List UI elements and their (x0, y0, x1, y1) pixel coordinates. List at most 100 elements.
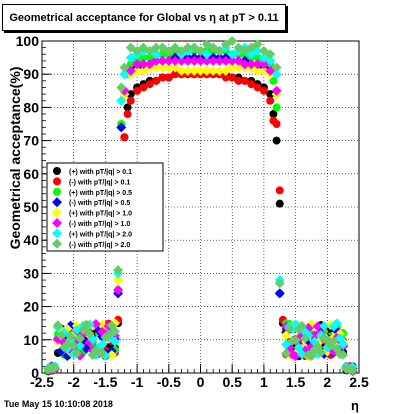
data-point (259, 86, 268, 95)
data-point (272, 103, 281, 112)
data-point (234, 76, 243, 85)
data-point (84, 328, 95, 339)
x-tick-label: 0 (197, 374, 205, 390)
data-point (189, 55, 200, 66)
data-point (152, 76, 161, 85)
data-point (208, 65, 219, 76)
chart-title: Geometrical acceptance for Global vs η a… (9, 11, 279, 24)
data-point (71, 348, 82, 359)
data-point (272, 136, 281, 145)
data-point (290, 335, 301, 346)
y-tick-label: 100 (16, 33, 40, 49)
data-point (145, 80, 154, 89)
data-point (195, 55, 206, 66)
data-point (253, 53, 262, 62)
data-point (119, 62, 130, 73)
legend-label: (-) with pT/|q| > 2.0 (69, 242, 130, 249)
x-tick-label: 2 (323, 374, 331, 390)
y-axis-label: Geometrical acceptance(%) (7, 67, 23, 250)
data-point (163, 62, 174, 73)
data-point (126, 90, 135, 99)
chart-title-box: Geometrical acceptance for Global vs η a… (2, 4, 286, 31)
y-tick-label: 0 (31, 365, 39, 381)
data-point (52, 320, 63, 331)
data-point (78, 324, 89, 335)
y-tick-label: 20 (23, 299, 39, 315)
data-point (265, 49, 276, 60)
data-point (271, 85, 282, 96)
data-point (266, 96, 275, 105)
data-point (269, 110, 278, 119)
legend-label: (+) with pT/|q| > 0.1 (69, 169, 132, 176)
data-point (239, 59, 250, 70)
data-point (157, 62, 168, 73)
data-point (253, 83, 262, 92)
data-point (106, 320, 117, 331)
data-point (296, 320, 307, 331)
data-point (132, 59, 143, 70)
data-point (139, 53, 148, 62)
data-point (338, 339, 349, 350)
data-point (71, 324, 82, 335)
data-point (100, 332, 111, 343)
x-tick-label: -1.5 (93, 374, 117, 390)
data-point (315, 347, 326, 358)
data-point (145, 53, 154, 62)
data-point (214, 45, 225, 56)
data-point (201, 65, 212, 76)
data-point (195, 65, 206, 76)
data-point (275, 186, 284, 195)
legend-marker (52, 228, 62, 239)
data-point (338, 349, 349, 360)
data-point (319, 321, 330, 332)
data-point (126, 60, 135, 69)
data-point (176, 55, 187, 66)
data-point (272, 120, 281, 128)
data-point (275, 199, 284, 208)
data-point (347, 365, 358, 376)
data-point (68, 340, 79, 351)
y-tick-label: 90 (23, 66, 39, 82)
legend-label: (+) with pT/|q| > 0.5 (69, 190, 132, 197)
data-point (125, 65, 136, 76)
data-point (119, 69, 130, 80)
data-point (281, 348, 292, 359)
data-point (195, 45, 206, 56)
data-point (170, 55, 181, 66)
data-point (281, 330, 292, 341)
y-tick-label: 10 (23, 332, 39, 348)
data-point (164, 73, 173, 82)
y-tick-label: 70 (23, 133, 39, 149)
data-point (163, 55, 174, 66)
data-point (151, 62, 162, 73)
data-point (123, 103, 132, 112)
x-tick-label: 0.5 (222, 374, 242, 390)
data-point (75, 333, 86, 344)
x-tick-label: -2.5 (30, 374, 54, 390)
data-point (176, 65, 187, 76)
data-point (201, 55, 212, 66)
data-point (274, 288, 285, 299)
data-point (113, 275, 124, 286)
data-point (133, 86, 142, 95)
data-point (266, 90, 275, 99)
legend-label: (-) with pT/|q| > 0.1 (69, 179, 130, 186)
data-point (113, 285, 124, 295)
data-point (139, 83, 148, 92)
data-point (227, 36, 238, 46)
legend-marker (53, 187, 61, 196)
data-point (97, 319, 108, 330)
legend-marker (52, 238, 62, 249)
data-point (271, 62, 282, 73)
data-point (220, 55, 231, 66)
data-point (221, 73, 230, 82)
data-point (43, 363, 54, 374)
timestamp-label: Tue May 15 10:10:08 2018 (4, 399, 113, 409)
legend-label: (+) with pT/|q| > 1.0 (69, 211, 132, 218)
x-tick-label: 1.5 (286, 374, 306, 390)
x-tick-label: -2 (67, 374, 80, 390)
legend-marker (52, 207, 62, 218)
data-point (252, 39, 263, 50)
